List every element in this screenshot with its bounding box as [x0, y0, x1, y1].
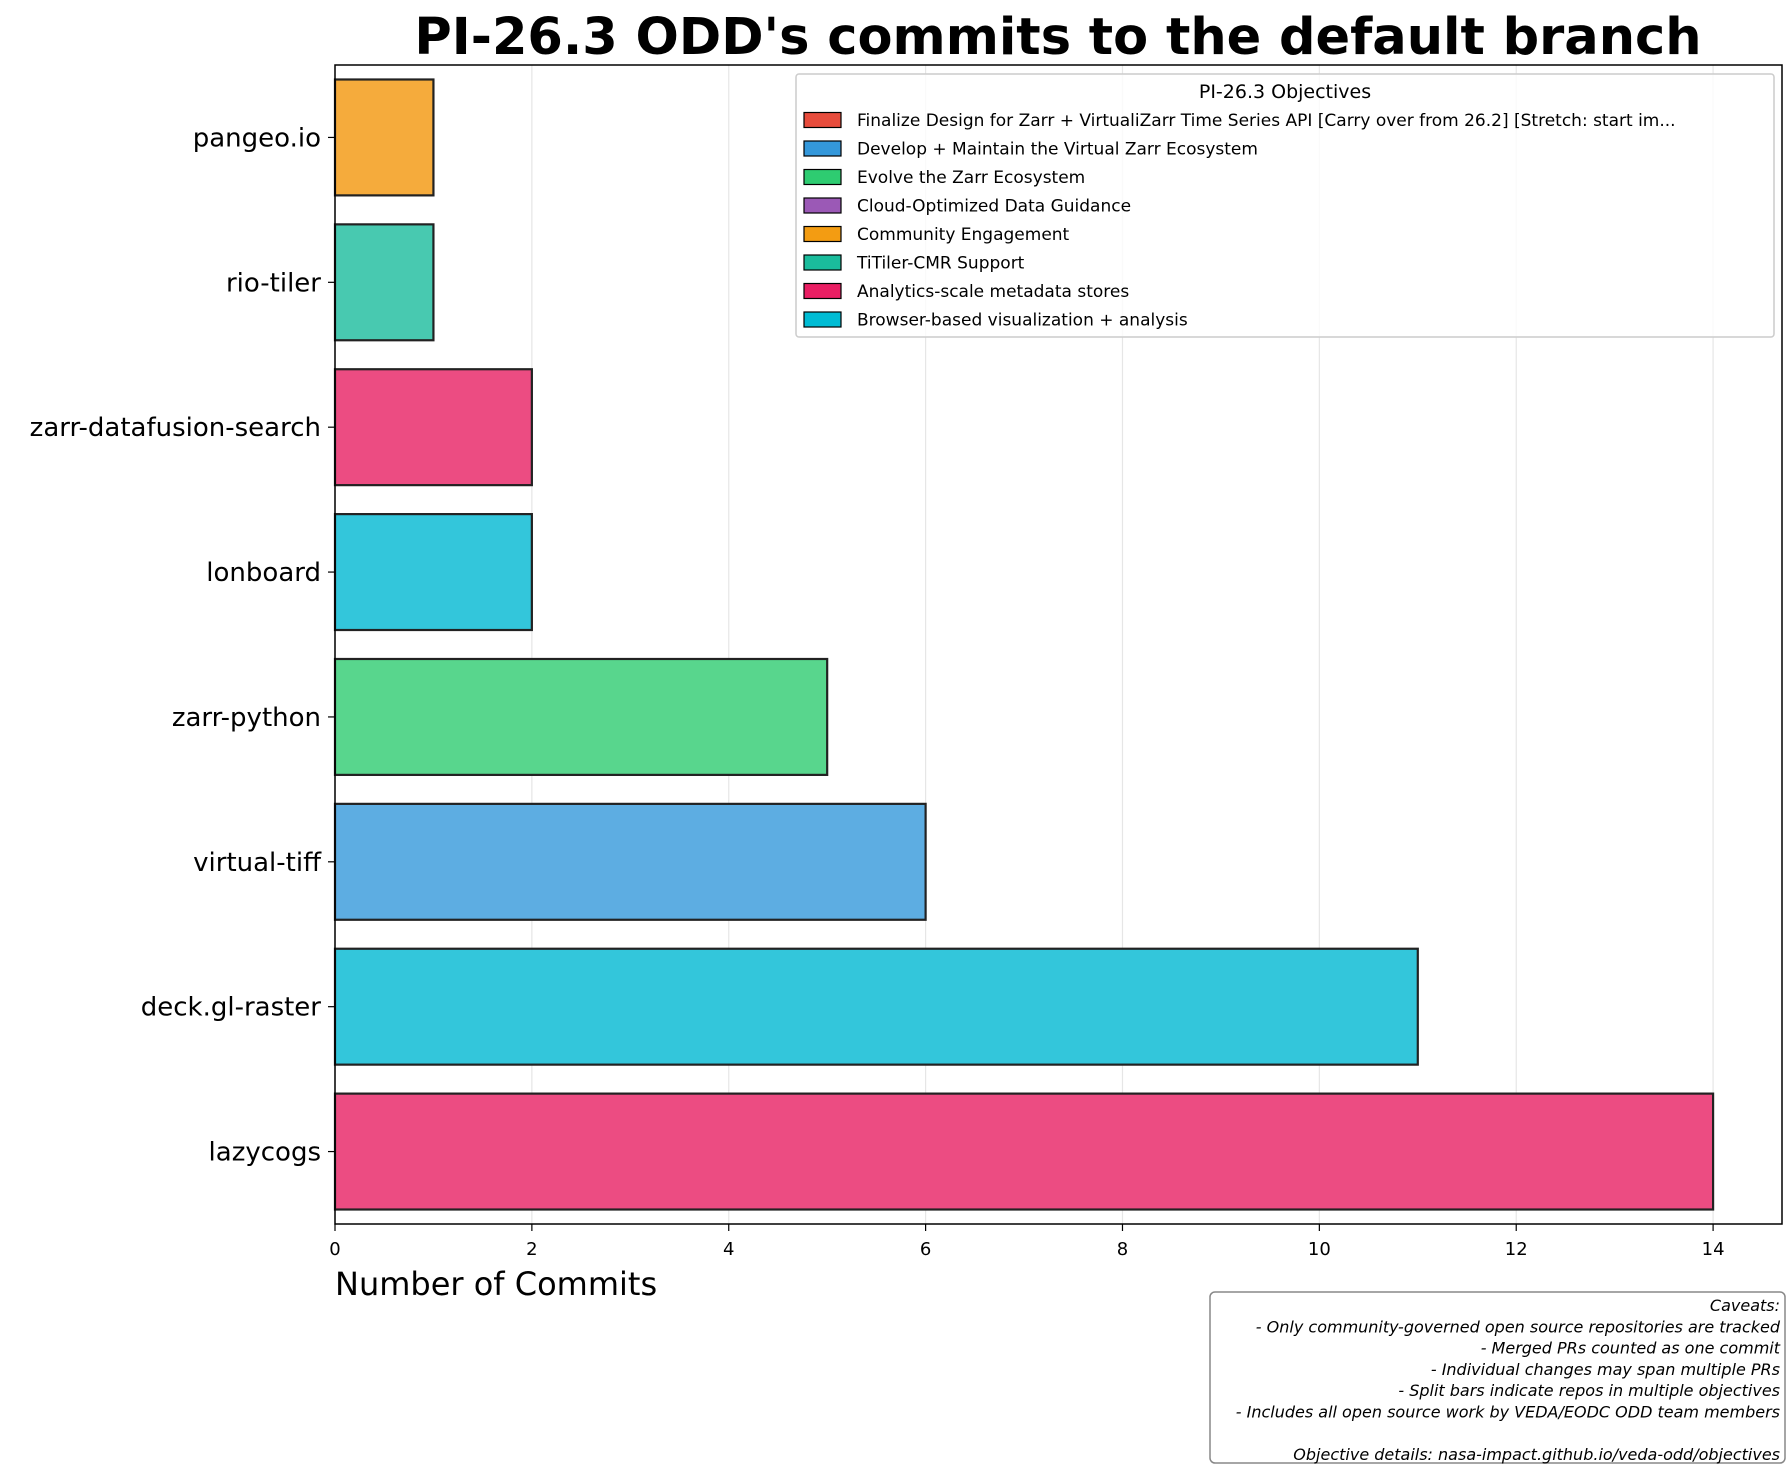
bar-zarr-python	[333, 657, 829, 776]
caveats-frame	[1209, 1291, 1786, 1464]
y-tick-label: rio-tiler	[226, 268, 321, 298]
legend-label: Analytics-scale metadata stores	[857, 282, 1129, 302]
x-axis-ticks: 0 2 4 6 8 10 12 14	[329, 1224, 1725, 1260]
x-tick-label: 14	[1702, 1239, 1725, 1260]
bar-rio-tiler	[333, 223, 435, 342]
x-tick-label: 10	[1308, 1239, 1331, 1260]
legend-label: Community Engagement	[857, 225, 1070, 245]
legend-title: PI-26.3 Objectives	[1199, 81, 1371, 103]
y-tick-label: deck.gl-raster	[141, 993, 322, 1023]
bars	[333, 78, 1715, 1211]
caveats-text: Caveats: - Only community-governed open s…	[1236, 1296, 1781, 1464]
bar-pangeo-io	[333, 78, 435, 197]
bar-lazycogs	[333, 1092, 1715, 1211]
legend-swatch	[803, 254, 842, 271]
legend-swatch	[803, 225, 842, 243]
y-tick-label: virtual-tiff	[193, 848, 322, 878]
x-tick-label: 2	[526, 1239, 537, 1260]
bar-virtual-tiff	[333, 802, 927, 921]
legend: PI-26.3 Objectives Finalize Design for Z…	[795, 73, 1775, 338]
x-tick-label: 4	[723, 1239, 734, 1260]
legend-label: Browser-based visualization + analysis	[857, 311, 1188, 331]
y-tick-label: lonboard	[206, 558, 321, 588]
bar-lonboard	[333, 513, 533, 632]
bar-zarr-datafusion-search	[333, 368, 533, 487]
caveat-line: - Only community-governed open source re…	[1256, 1317, 1781, 1336]
legend-label: TiTiler-CMR Support	[856, 254, 1025, 274]
caveat-line: - Split bars indicate repos in multiple …	[1398, 1381, 1780, 1400]
x-tick-label: 0	[329, 1239, 340, 1260]
caveat-line: - Includes all open source work by VEDA/…	[1236, 1403, 1780, 1422]
legend-swatch	[803, 197, 842, 214]
legend-swatch	[803, 168, 842, 186]
x-tick-label: 8	[1117, 1239, 1128, 1260]
y-axis-ticks: pangeo.io rio-tiler zarr-datafusion-search…	[30, 123, 335, 1168]
legend-swatch	[803, 140, 842, 157]
y-tick-label: zarr-datafusion-search	[30, 413, 321, 443]
caveats-box: Caveats: - Only community-governed open s…	[1209, 1291, 1786, 1464]
legend-swatch	[803, 311, 842, 328]
y-tick-label: pangeo.io	[193, 123, 321, 153]
plot-frame	[334, 64, 1783, 1225]
caveat-line: Objective details: nasa-impact.github.io…	[1293, 1445, 1780, 1464]
legend-swatch	[803, 282, 842, 300]
x-tick-label: 12	[1505, 1239, 1528, 1260]
legend-label: Cloud-Optimized Data Guidance	[857, 197, 1131, 217]
caveat-line: Caveats:	[1710, 1296, 1780, 1315]
x-axis-label: Number of Commits	[335, 1265, 657, 1303]
legend-label: Finalize Design for Zarr + VirtualiZarr …	[857, 111, 1676, 131]
legend-box	[795, 73, 1775, 338]
y-tick-label: zarr-python	[172, 703, 321, 733]
bar-deck-gl-raster	[333, 947, 1419, 1066]
caveat-line: - Merged PRs counted as one commit	[1481, 1339, 1781, 1358]
legend-entries: Finalize Design for Zarr + VirtualiZarr …	[803, 111, 1676, 331]
legend-label: Develop + Maintain the Virtual Zarr Ecos…	[857, 140, 1258, 160]
y-tick-label: lazycogs	[209, 1138, 321, 1168]
caveat-line: - Individual changes may span multiple P…	[1431, 1360, 1780, 1379]
legend-label: Evolve the Zarr Ecosystem	[857, 168, 1085, 188]
legend-swatch	[803, 111, 842, 129]
chart-title: PI-26.3 ODD's commits to the default bra…	[414, 8, 1701, 67]
x-tick-label: 6	[920, 1239, 931, 1260]
